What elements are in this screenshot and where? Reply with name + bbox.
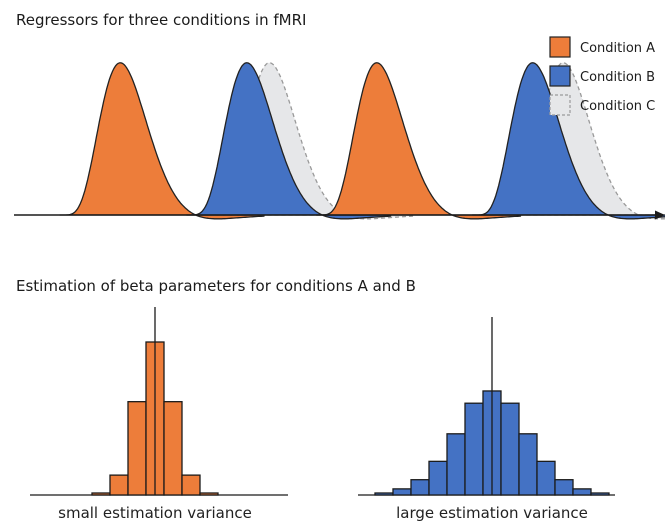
histogram-bar [109, 474, 129, 496]
histogram-bar [428, 460, 448, 496]
histogram-bar [163, 401, 183, 496]
histogram-condition-b: large estimation variance [358, 317, 615, 521]
histogram-condition-a: small estimation variance [30, 307, 288, 521]
histogram-bar [500, 402, 520, 496]
histogram-bar [91, 492, 111, 496]
histogram-caption: large estimation variance [396, 504, 588, 521]
legend-swatch-c [549, 94, 571, 116]
legend-label-b: Condition B [580, 70, 655, 85]
legend-swatch-b [549, 65, 571, 87]
regressor-condition-b-6 [471, 62, 665, 220]
histogram-bar [518, 433, 538, 496]
legend-swatch-a [549, 36, 571, 58]
legend-label-a: Condition A [580, 41, 655, 56]
legend-label-c: Condition C [580, 99, 655, 114]
axis-arrow-icon [655, 210, 665, 220]
regressor-condition-b-3 [185, 62, 392, 220]
histogram-bar [181, 474, 201, 496]
histogram-bar [554, 479, 574, 496]
histogram-bar [590, 492, 610, 496]
histogram-bar [464, 402, 484, 496]
regressor-condition-a-4 [315, 62, 522, 220]
histogram-bar [536, 460, 556, 496]
histogram-bar [572, 488, 592, 496]
legend: Condition A Condition B Condition C [549, 36, 655, 116]
histogram-bar [392, 488, 412, 496]
histogram-bar [374, 492, 394, 496]
regressor-curves [59, 62, 665, 220]
histogram-bar [127, 401, 147, 496]
bottom-panel-title: Estimation of beta parameters for condit… [16, 277, 416, 295]
histogram-bar [199, 492, 219, 496]
regressor-condition-a-1 [59, 62, 265, 220]
histogram-bar [446, 433, 466, 496]
time-axis [14, 210, 665, 220]
histogram-caption: small estimation variance [58, 504, 252, 521]
top-panel-title: Regressors for three conditions in fMRI [16, 11, 307, 29]
histogram-bar [410, 479, 430, 496]
